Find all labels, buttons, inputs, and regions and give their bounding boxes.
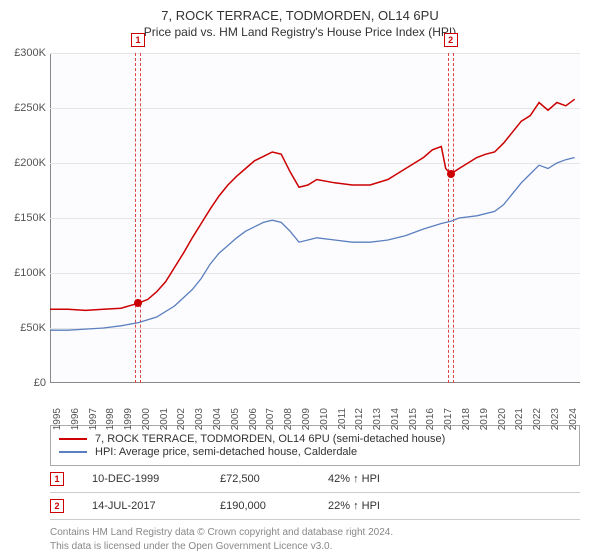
sale-vs-hpi: 42% ↑ HPI (328, 473, 380, 485)
sale-marker-icon: 2 (50, 499, 64, 513)
x-tick-label: 2006 (248, 408, 259, 438)
x-tick-label: 2020 (497, 408, 508, 438)
sales-table: 1 10-DEC-1999 £72,500 42% ↑ HPI 2 14-JUL… (50, 472, 580, 520)
sale-row: 2 14-JUL-2017 £190,000 22% ↑ HPI (50, 499, 580, 513)
y-tick-label: £150K (2, 212, 46, 224)
y-tick-label: £250K (2, 102, 46, 114)
sale-date: 10-DEC-1999 (92, 473, 192, 485)
x-tick-label: 2022 (532, 408, 543, 438)
x-tick-label: 2000 (141, 408, 152, 438)
sale-marker-icon: 1 (50, 472, 64, 486)
x-tick-label: 2008 (283, 408, 294, 438)
x-tick-label: 2013 (372, 408, 383, 438)
y-tick-label: £0 (2, 377, 46, 389)
x-tick-label: 1997 (88, 408, 99, 438)
x-tick-label: 2007 (265, 408, 276, 438)
series-price_paid (50, 99, 575, 310)
sale-dot-icon (134, 299, 142, 307)
sale-row: 1 10-DEC-1999 £72,500 42% ↑ HPI (50, 472, 580, 486)
y-tick-label: £200K (2, 157, 46, 169)
sale-marker-icon: 1 (131, 33, 145, 47)
legend-item: HPI: Average price, semi-detached house,… (59, 446, 571, 458)
x-tick-label: 1999 (123, 408, 134, 438)
x-tick-label: 2024 (568, 408, 579, 438)
x-tick-label: 1995 (52, 408, 63, 438)
sale-price: £190,000 (220, 500, 300, 512)
x-tick-label: 2021 (514, 408, 525, 438)
x-tick-label: 1996 (70, 408, 81, 438)
legend-swatch (59, 438, 87, 440)
y-tick-label: £50K (2, 322, 46, 334)
page-title: 7, ROCK TERRACE, TODMORDEN, OL14 6PU (0, 8, 600, 23)
page-subtitle: Price paid vs. HM Land Registry's House … (0, 25, 600, 39)
x-tick-label: 2010 (319, 408, 330, 438)
x-tick-label: 2009 (301, 408, 312, 438)
sale-date: 14-JUL-2017 (92, 500, 192, 512)
x-tick-label: 2002 (176, 408, 187, 438)
x-tick-label: 2016 (425, 408, 436, 438)
footnote-line: This data is licensed under the Open Gov… (50, 540, 590, 554)
legend-label: HPI: Average price, semi-detached house,… (95, 446, 357, 458)
x-tick-label: 2004 (212, 408, 223, 438)
footnote-line: Contains HM Land Registry data © Crown c… (50, 526, 590, 540)
y-tick-label: £300K (2, 47, 46, 59)
footnote: Contains HM Land Registry data © Crown c… (50, 526, 590, 553)
x-tick-label: 2005 (230, 408, 241, 438)
legend-swatch (59, 451, 87, 453)
x-tick-label: 2015 (408, 408, 419, 438)
sale-marker-icon: 2 (444, 33, 458, 47)
series-hpi (50, 158, 575, 331)
x-tick-label: 2014 (390, 408, 401, 438)
y-tick-label: £100K (2, 267, 46, 279)
x-tick-label: 2003 (194, 408, 205, 438)
x-tick-label: 2001 (159, 408, 170, 438)
x-tick-label: 2012 (354, 408, 365, 438)
sale-vs-hpi: 22% ↑ HPI (328, 500, 380, 512)
x-tick-label: 2023 (550, 408, 561, 438)
sale-price: £72,500 (220, 473, 300, 485)
price-chart: £0£50K£100K£150K£200K£250K£300K 19951996… (50, 53, 580, 383)
x-tick-label: 2018 (461, 408, 472, 438)
sale-dot-icon (447, 170, 455, 178)
x-tick-label: 2017 (443, 408, 454, 438)
x-tick-label: 2019 (479, 408, 490, 438)
legend-item: 7, ROCK TERRACE, TODMORDEN, OL14 6PU (se… (59, 433, 571, 445)
x-tick-label: 1998 (105, 408, 116, 438)
x-tick-label: 2011 (337, 408, 348, 438)
